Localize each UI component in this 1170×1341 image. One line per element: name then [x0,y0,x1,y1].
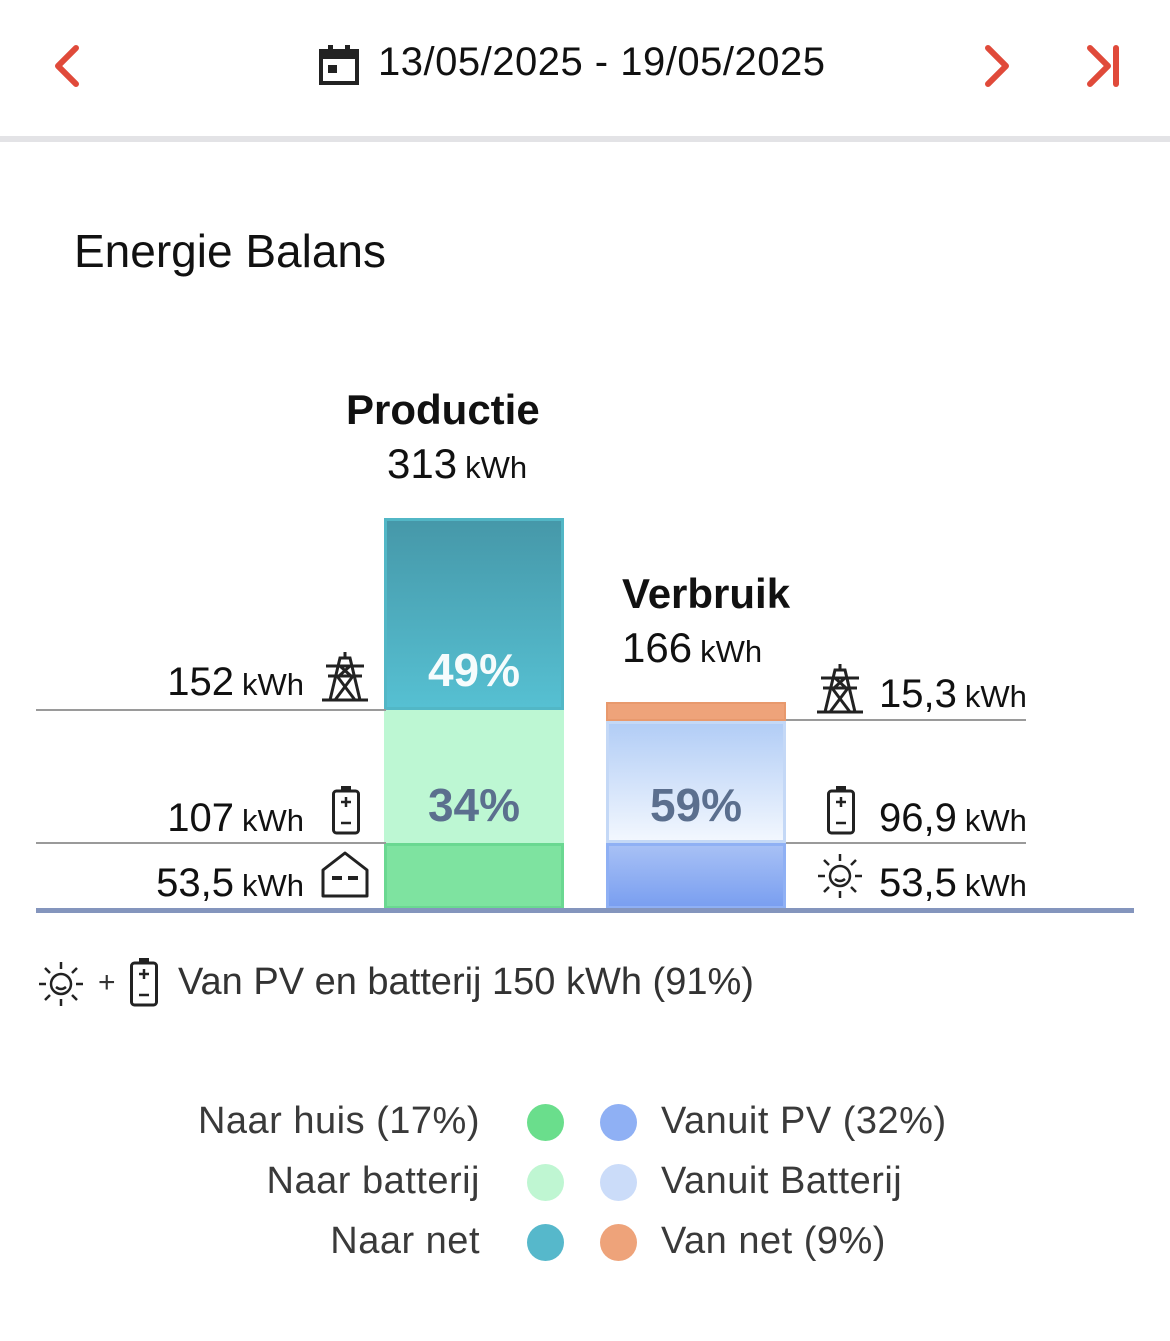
productie-segment-naar-huis[interactable] [384,843,564,909]
sun-icon [816,852,864,905]
van-net-number: 15,3 [879,672,957,716]
battery-icon [331,785,361,840]
vanuit-pv-unit: kWh [964,868,1027,903]
skip-to-end-icon [1087,45,1119,87]
productie-naar-batterij-percent: 34% [427,779,521,831]
verbruik-total-value: 166 [622,624,693,671]
legend-dot-vanuit-batterij [600,1164,637,1201]
top-bar: 13/05/2025 - 19/05/2025 [0,0,1170,136]
skip-to-latest-button[interactable] [1082,44,1122,88]
legend-dot-naar-batterij [527,1164,564,1201]
verbruik-segment-vanuit-pv[interactable] [606,843,786,909]
sun-icon [37,960,85,1013]
naar-huis-unit: kWh [242,868,304,903]
legend-label-naar-huis: Naar huis (17%) [197,1100,480,1142]
verbruik-title: Verbruik [622,570,791,617]
divider-line [36,842,386,844]
battery-icon [826,785,856,840]
previous-period-button[interactable] [50,44,86,88]
header-divider [0,136,1170,142]
naar-batterij-value: 107 kWh [167,796,304,841]
van-net-unit: kWh [964,679,1027,714]
legend-label-van-net: Van net (9%) [661,1220,886,1262]
chart-baseline [36,908,1134,913]
van-net-value: 15,3 kWh [879,672,1027,717]
naar-net-unit: kWh [242,667,304,702]
legend-label-naar-net: Naar net [330,1220,480,1262]
productie-total-unit: kWh [465,450,528,485]
legend-label-vanuit-batterij: Vanuit Batterij [661,1160,903,1202]
productie-segment-naar-net[interactable] [384,518,564,710]
legend-label-naar-batterij: Naar batterij [266,1160,480,1202]
self-sufficiency-summary: Van PV en batterij 150 kWh (91%) [178,961,754,1003]
power-pylon-icon [320,650,370,707]
productie-naar-net-percent: 49% [427,644,521,696]
plus-sign: + [98,966,116,999]
section-title: Energie Balans [74,225,386,277]
legend-dot-naar-net [527,1224,564,1261]
vanuit-batterij-unit: kWh [964,803,1027,838]
naar-net-number: 152 [167,660,234,704]
productie-title: Productie [346,386,540,433]
vanuit-pv-value: 53,5 kWh [879,861,1027,906]
naar-batterij-number: 107 [167,796,234,840]
naar-huis-value: 53,5 kWh [156,861,304,906]
naar-huis-number: 53,5 [156,861,234,905]
power-pylon-icon [815,662,865,719]
vanuit-pv-number: 53,5 [879,861,957,905]
verbruik-total-unit: kWh [700,634,763,669]
verbruik-total: 166 kWh [622,624,762,672]
verbruik-segment-vanuit-batterij[interactable] [606,721,786,843]
vanuit-batterij-number: 96,9 [879,796,957,840]
battery-icon [129,957,159,1012]
next-period-button[interactable] [978,44,1014,88]
calendar-icon[interactable] [318,44,360,91]
divider-line [786,719,1026,721]
productie-total-value: 313 [387,440,458,487]
date-range-label[interactable]: 13/05/2025 - 19/05/2025 [378,40,826,84]
verbruik-segment-van-net[interactable] [606,702,786,721]
legend-label-vanuit-pv: Vanuit PV (32%) [661,1100,947,1142]
naar-net-value: 152 kWh [167,660,304,705]
verbruik-vanuit-batterij-percent: 59% [649,779,743,831]
divider-line [36,709,386,711]
legend-dot-van-net [600,1224,637,1261]
legend-dot-naar-huis [527,1104,564,1141]
vanuit-batterij-value: 96,9 kWh [879,796,1027,841]
chevron-right-icon [985,45,1009,87]
divider-line [786,842,1026,844]
productie-segment-naar-batterij[interactable] [384,710,564,843]
legend-dot-vanuit-pv [600,1104,637,1141]
house-icon [320,850,370,903]
chevron-left-icon [55,45,79,87]
naar-batterij-unit: kWh [242,803,304,838]
productie-total: 313 kWh [387,440,527,488]
